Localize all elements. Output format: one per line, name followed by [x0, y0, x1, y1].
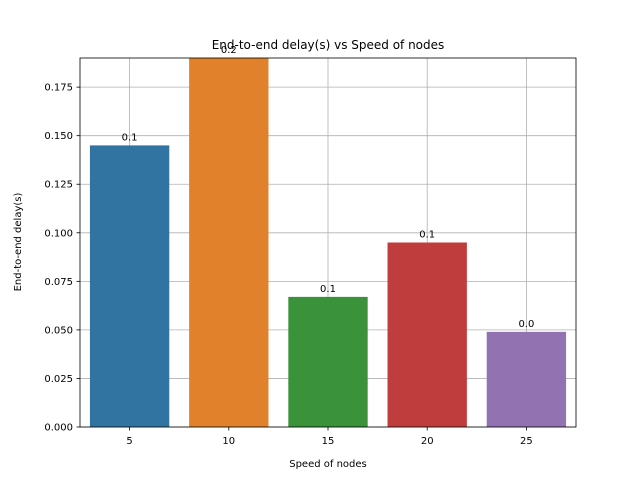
x-tick: 5 [126, 427, 133, 447]
x-tick-label: 5 [126, 436, 132, 447]
y-tick-label: 0.100 [44, 228, 73, 239]
data-label: 0.1 [419, 230, 435, 241]
x-tick: 15 [322, 427, 335, 447]
y-tick: 0.175 [44, 83, 80, 94]
data-label: 0.1 [122, 132, 138, 143]
x-axis-label: Speed of nodes [289, 459, 367, 470]
x-tick-label: 15 [322, 436, 335, 447]
x-axis-ticks: 5 10 15 20 25 [126, 427, 533, 447]
y-tick: 0.125 [44, 180, 80, 191]
x-tick: 20 [421, 427, 434, 447]
x-tick-label: 10 [222, 436, 235, 447]
y-tick: 0.025 [44, 374, 80, 385]
y-tick-label: 0.075 [44, 277, 73, 288]
y-axis-label: End-to-end delay(s) [13, 193, 24, 292]
y-tick-label: 0.000 [44, 423, 73, 434]
bar-25 [486, 331, 567, 427]
y-tick: 0.000 [44, 423, 80, 434]
y-tick: 0.150 [44, 131, 80, 142]
bar-5 [89, 145, 170, 428]
x-tick: 10 [222, 427, 235, 447]
bar-10 [189, 58, 269, 427]
y-tick: 0.100 [44, 228, 80, 239]
y-tick-label: 0.050 [44, 325, 73, 336]
bars [89, 58, 567, 428]
data-label: 0.2 [221, 45, 237, 56]
y-tick-label: 0.025 [44, 374, 73, 385]
data-label: 0.1 [320, 284, 336, 295]
y-tick: 0.075 [44, 277, 80, 288]
data-label: 0.0 [518, 319, 534, 330]
y-tick: 0.050 [44, 325, 80, 336]
bar-20 [387, 242, 467, 427]
y-tick-label: 0.150 [44, 131, 73, 142]
chart-title: End-to-end delay(s) vs Speed of nodes [212, 38, 445, 52]
bar-15 [288, 296, 368, 427]
y-axis-ticks: 0.000 0.025 0.050 0.075 0.100 0.125 0.150 0.175 [44, 83, 80, 434]
y-tick-label: 0.125 [44, 180, 73, 191]
x-tick-label: 25 [520, 436, 533, 447]
x-tick: 25 [520, 427, 533, 447]
data-labels: 0.1 0.2 0.1 0.1 0.0 [122, 45, 535, 330]
y-tick-label: 0.175 [44, 83, 73, 94]
plot-frame [79, 57, 577, 428]
x-tick-label: 20 [421, 436, 434, 447]
